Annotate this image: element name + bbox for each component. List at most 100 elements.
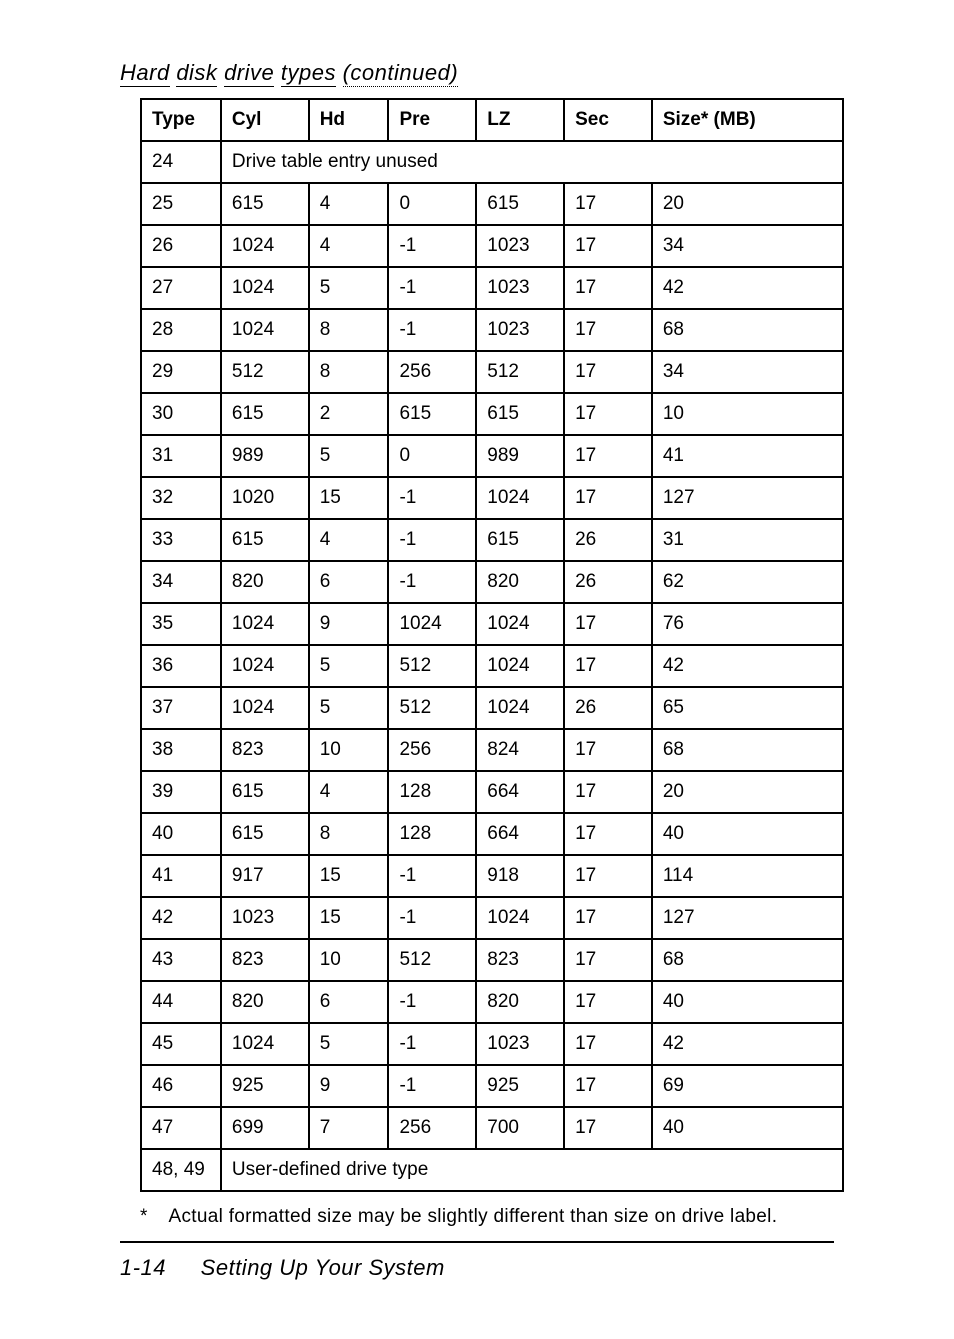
- cell-size: 114: [652, 855, 843, 897]
- cell-cyl: 699: [221, 1107, 309, 1149]
- cell-sec: 17: [564, 645, 652, 687]
- col-header-sec: Sec: [564, 99, 652, 141]
- cell-lz: 615: [476, 519, 564, 561]
- cell-hd: 15: [309, 477, 389, 519]
- cell-hd: 5: [309, 267, 389, 309]
- cell-sec: 17: [564, 1107, 652, 1149]
- cell-cyl: 615: [221, 393, 309, 435]
- cell-span-note: User-defined drive type: [221, 1149, 843, 1191]
- cell-type: 41: [141, 855, 221, 897]
- cell-type: 42: [141, 897, 221, 939]
- cell-type: 31: [141, 435, 221, 477]
- cell-type: 24: [141, 141, 221, 183]
- table-row: 2810248-110231768: [141, 309, 843, 351]
- cell-hd: 6: [309, 981, 389, 1023]
- cell-type: 44: [141, 981, 221, 1023]
- heading-word: Hard: [120, 60, 170, 87]
- cell-type: 29: [141, 351, 221, 393]
- cell-pre: 0: [388, 435, 476, 477]
- cell-size: 127: [652, 477, 843, 519]
- cell-hd: 15: [309, 855, 389, 897]
- cell-type: 33: [141, 519, 221, 561]
- table-header-row: TypeCylHdPreLZSecSize* (MB): [141, 99, 843, 141]
- cell-lz: 918: [476, 855, 564, 897]
- cell-sec: 26: [564, 519, 652, 561]
- cell-pre: -1: [388, 561, 476, 603]
- table-row: 469259-19251769: [141, 1065, 843, 1107]
- cell-cyl: 823: [221, 939, 309, 981]
- table-row: 3510249102410241776: [141, 603, 843, 645]
- cell-pre: -1: [388, 897, 476, 939]
- cell-hd: 7: [309, 1107, 389, 1149]
- cell-sec: 17: [564, 351, 652, 393]
- table-row: 361024551210241742: [141, 645, 843, 687]
- cell-cyl: 925: [221, 1065, 309, 1107]
- table-row: 3061526156151710: [141, 393, 843, 435]
- cell-pre: 128: [388, 771, 476, 813]
- cell-cyl: 615: [221, 519, 309, 561]
- cell-size: 34: [652, 351, 843, 393]
- cell-size: 68: [652, 939, 843, 981]
- footer-rule: [120, 1241, 834, 1243]
- cell-sec: 17: [564, 771, 652, 813]
- section-heading: Hard disk drive types (continued): [120, 60, 854, 86]
- cell-lz: 820: [476, 981, 564, 1023]
- cell-sec: 26: [564, 687, 652, 729]
- cell-sec: 17: [564, 225, 652, 267]
- cell-pre: 0: [388, 183, 476, 225]
- cell-sec: 17: [564, 603, 652, 645]
- table-row: 43823105128231768: [141, 939, 843, 981]
- cell-pre: -1: [388, 855, 476, 897]
- cell-lz: 664: [476, 813, 564, 855]
- table-row: 4191715-191817114: [141, 855, 843, 897]
- cell-pre: 512: [388, 687, 476, 729]
- cell-type: 43: [141, 939, 221, 981]
- cell-hd: 9: [309, 603, 389, 645]
- cell-pre: 256: [388, 351, 476, 393]
- cell-hd: 8: [309, 309, 389, 351]
- cell-sec: 17: [564, 897, 652, 939]
- cell-cyl: 1024: [221, 225, 309, 267]
- cell-type: 48, 49: [141, 1149, 221, 1191]
- table-row: 371024551210242665: [141, 687, 843, 729]
- cell-lz: 824: [476, 729, 564, 771]
- cell-pre: 256: [388, 729, 476, 771]
- cell-sec: 17: [564, 393, 652, 435]
- cell-hd: 10: [309, 729, 389, 771]
- footnote-text: Actual formatted size may be slightly di…: [169, 1206, 778, 1227]
- cell-type: 46: [141, 1065, 221, 1107]
- cell-pre: -1: [388, 1065, 476, 1107]
- table-row: 2951282565121734: [141, 351, 843, 393]
- cell-size: 40: [652, 981, 843, 1023]
- table-row: 42102315-1102417127: [141, 897, 843, 939]
- table-row: 25615406151720: [141, 183, 843, 225]
- cell-sec: 17: [564, 729, 652, 771]
- footer-page-number: 1-14: [120, 1255, 166, 1280]
- cell-pre: -1: [388, 309, 476, 351]
- cell-pre: -1: [388, 477, 476, 519]
- cell-sec: 17: [564, 183, 652, 225]
- cell-sec: 17: [564, 267, 652, 309]
- cell-size: 10: [652, 393, 843, 435]
- cell-size: 76: [652, 603, 843, 645]
- cell-span-note: Drive table entry unused: [221, 141, 843, 183]
- cell-cyl: 1024: [221, 687, 309, 729]
- cell-hd: 8: [309, 813, 389, 855]
- cell-size: 41: [652, 435, 843, 477]
- cell-size: 69: [652, 1065, 843, 1107]
- cell-size: 68: [652, 729, 843, 771]
- cell-sec: 17: [564, 435, 652, 477]
- cell-lz: 615: [476, 183, 564, 225]
- cell-size: 31: [652, 519, 843, 561]
- cell-hd: 6: [309, 561, 389, 603]
- cell-hd: 5: [309, 435, 389, 477]
- cell-lz: 1023: [476, 225, 564, 267]
- table-row: 31989509891741: [141, 435, 843, 477]
- table-row: 4061581286641740: [141, 813, 843, 855]
- cell-hd: 5: [309, 687, 389, 729]
- cell-hd: 5: [309, 1023, 389, 1065]
- footer-title: Setting Up Your System: [201, 1255, 445, 1280]
- cell-type: 27: [141, 267, 221, 309]
- cell-sec: 17: [564, 1023, 652, 1065]
- cell-size: 42: [652, 645, 843, 687]
